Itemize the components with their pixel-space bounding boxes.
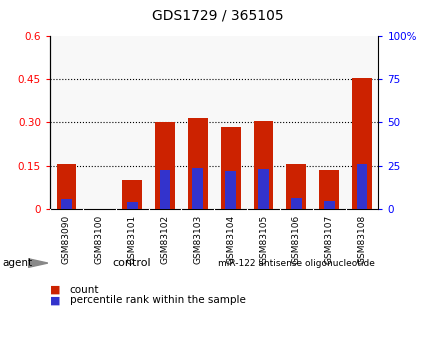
Bar <box>253 121 273 209</box>
Bar <box>257 169 268 209</box>
Bar <box>319 170 338 209</box>
Bar <box>323 201 334 209</box>
Bar <box>56 164 76 209</box>
Text: ■: ■ <box>50 295 60 305</box>
Bar <box>126 202 137 209</box>
Bar <box>61 199 72 209</box>
Text: GSM83105: GSM83105 <box>258 215 267 264</box>
Text: GSM83101: GSM83101 <box>127 215 136 264</box>
Bar <box>286 164 306 209</box>
Text: agent: agent <box>2 258 32 268</box>
Bar <box>290 197 301 209</box>
Polygon shape <box>28 259 48 267</box>
Text: GSM83102: GSM83102 <box>160 215 169 264</box>
Text: GSM83107: GSM83107 <box>324 215 333 264</box>
Text: GSM83108: GSM83108 <box>357 215 366 264</box>
Text: GSM83090: GSM83090 <box>62 215 71 264</box>
Text: GSM83104: GSM83104 <box>226 215 235 264</box>
Bar <box>122 180 141 209</box>
Bar <box>352 78 371 209</box>
Bar <box>155 122 174 209</box>
Text: miR-122 antisense oligonucleotide: miR-122 antisense oligonucleotide <box>217 258 374 268</box>
Bar <box>192 168 203 209</box>
Bar <box>187 118 207 209</box>
Text: percentile rank within the sample: percentile rank within the sample <box>69 295 245 305</box>
Bar <box>220 127 240 209</box>
Bar <box>225 171 236 209</box>
Text: count: count <box>69 285 99 295</box>
Text: control: control <box>112 258 151 268</box>
Text: GSM83106: GSM83106 <box>291 215 300 264</box>
Bar <box>159 170 170 209</box>
Text: GSM83100: GSM83100 <box>95 215 104 264</box>
Text: ■: ■ <box>50 285 60 295</box>
Text: GSM83103: GSM83103 <box>193 215 202 264</box>
Text: GDS1729 / 365105: GDS1729 / 365105 <box>151 9 283 23</box>
Bar <box>356 164 367 209</box>
